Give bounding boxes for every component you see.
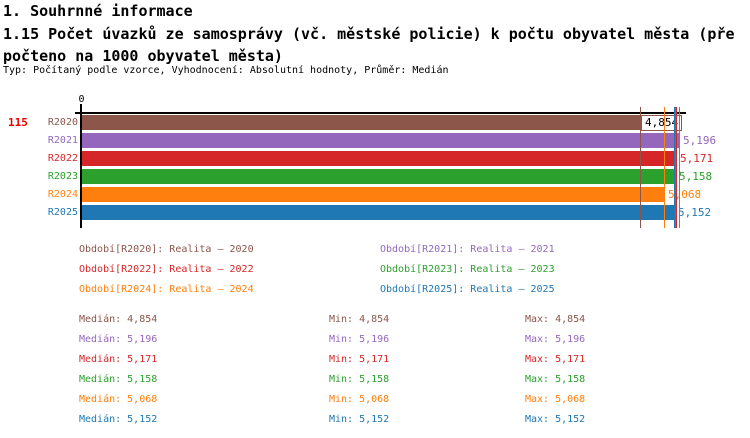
section-title: 1. Souhrnné informace xyxy=(3,2,193,20)
stat-max: Max: 5,196 xyxy=(525,334,586,345)
median-line-R2025 xyxy=(674,107,675,228)
category-label-R2025: R2025 xyxy=(47,207,78,218)
bar-R2023 xyxy=(82,169,675,184)
chart-legend: Období[R2020]: Realita – 2020 Období[R202… xyxy=(79,240,555,300)
value-label-R2021: 5,196 xyxy=(683,134,717,147)
y-axis-line xyxy=(80,104,82,228)
legend-item-3: Období[R2023]: Realita – 2023 xyxy=(380,264,555,275)
median-line-R2023 xyxy=(675,107,676,228)
stat-min: Min: 5,068 xyxy=(329,394,390,405)
stats-row-2: Medián: 5,171 Min: 5,171 Max: 5,171 xyxy=(79,350,585,370)
value-label-R2023: 5,158 xyxy=(679,170,713,183)
category-label-R2023: R2023 xyxy=(47,171,78,182)
median-line-R2020 xyxy=(640,107,641,228)
bar-R2021 xyxy=(82,133,679,148)
bar-R2022 xyxy=(82,151,676,166)
value-label-R2025: 5,152 xyxy=(678,206,712,219)
bar-R2024 xyxy=(82,187,664,202)
stat-median: Medián: 5,068 xyxy=(79,394,158,405)
category-label-R2024: R2024 xyxy=(47,189,78,200)
stat-max: Max: 5,068 xyxy=(525,394,586,405)
stats-row-3: Medián: 5,158 Min: 5,158 Max: 5,158 xyxy=(79,370,585,390)
axis-zero-label: 0 xyxy=(78,94,85,105)
bar-R2025 xyxy=(82,205,674,220)
indicator-title: 1.15 Počet úvazků ze samosprávy (vč. měs… xyxy=(3,25,735,65)
stat-max: Max: 4,854 xyxy=(525,314,586,325)
stat-max: Max: 5,152 xyxy=(525,414,586,425)
stat-min: Min: 4,854 xyxy=(329,314,390,325)
category-label-R2021: R2021 xyxy=(47,135,78,146)
stat-median: Medián: 5,158 xyxy=(79,374,158,385)
stat-min: Min: 5,171 xyxy=(329,354,390,365)
value-label-R2022: 5,171 xyxy=(680,152,714,165)
meta-line: Typ: Počítaný podle vzorce, Vyhodnocení:… xyxy=(3,65,449,76)
stat-median: Medián: 5,152 xyxy=(79,414,158,425)
stat-min: Min: 5,158 xyxy=(329,374,390,385)
stat-min: Min: 5,196 xyxy=(329,334,390,345)
stats-row-1: Medián: 5,196 Min: 5,196 Max: 5,196 xyxy=(79,330,585,350)
category-label-R2020: R2020 xyxy=(47,117,78,128)
stat-min: Min: 5,152 xyxy=(329,414,390,425)
stats-row-4: Medián: 5,068 Min: 5,068 Max: 5,068 xyxy=(79,390,585,410)
stat-max: Max: 5,171 xyxy=(525,354,586,365)
legend-item-0: Období[R2020]: Realita – 2020 xyxy=(79,244,254,255)
legend-item-2: Období[R2022]: Realita – 2022 xyxy=(79,264,254,275)
stats-row-5: Medián: 5,152 Min: 5,152 Max: 5,152 xyxy=(79,410,585,430)
legend-item-4: Období[R2024]: Realita – 2024 xyxy=(79,284,254,295)
value-label-R2020: 4,854 xyxy=(641,115,683,131)
legend-item-5: Období[R2025]: Realita – 2025 xyxy=(380,284,555,295)
stats-table: Medián: 4,854 Min: 4,854 Max: 4,854 Medián:… xyxy=(79,310,585,430)
stat-median: Medián: 5,196 xyxy=(79,334,158,345)
x-axis-line xyxy=(75,112,686,114)
row-count: 115 xyxy=(8,116,28,129)
median-line-R2021 xyxy=(679,107,680,228)
median-line-R2022 xyxy=(676,107,677,228)
bar-R2020 xyxy=(82,115,640,130)
stat-max: Max: 5,158 xyxy=(525,374,586,385)
legend-item-1: Období[R2021]: Realita – 2021 xyxy=(380,244,555,255)
stats-row-0: Medián: 4,854 Min: 4,854 Max: 4,854 xyxy=(79,310,585,330)
stat-median: Medián: 4,854 xyxy=(79,314,158,325)
stat-median: Medián: 5,171 xyxy=(79,354,158,365)
value-label-R2024: 5,068 xyxy=(668,188,702,201)
median-line-R2024 xyxy=(664,107,665,228)
category-label-R2022: R2022 xyxy=(47,153,78,164)
